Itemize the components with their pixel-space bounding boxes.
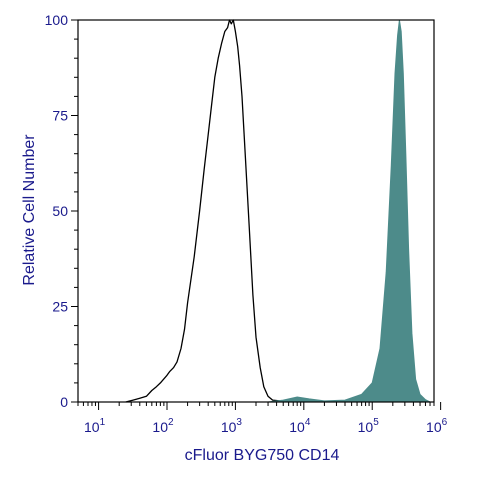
x-tick-label: 106 [426, 417, 448, 435]
y-axis-title: Relative Cell Number [21, 134, 38, 286]
y-tick-label: 50 [52, 203, 68, 219]
x-tick-label: 101 [84, 417, 106, 435]
y-tick-label: 75 [52, 108, 68, 124]
x-tick-label: 105 [358, 417, 380, 435]
plot-area: 0 25 50 75 100 101 102 103 104 105 106 [45, 12, 448, 435]
y-tick-label: 0 [60, 394, 68, 410]
x-tick-label: 103 [221, 417, 243, 435]
y-tick-label: 100 [45, 12, 69, 28]
x-axis-title: cFluor BYG750 CD14 [185, 447, 340, 464]
histogram-series-1 [125, 19, 289, 403]
y-tick-label: 25 [52, 299, 68, 315]
histogram-series-2 [267, 19, 431, 403]
x-tick-label: 102 [152, 417, 174, 435]
x-tick-label: 104 [289, 417, 311, 435]
